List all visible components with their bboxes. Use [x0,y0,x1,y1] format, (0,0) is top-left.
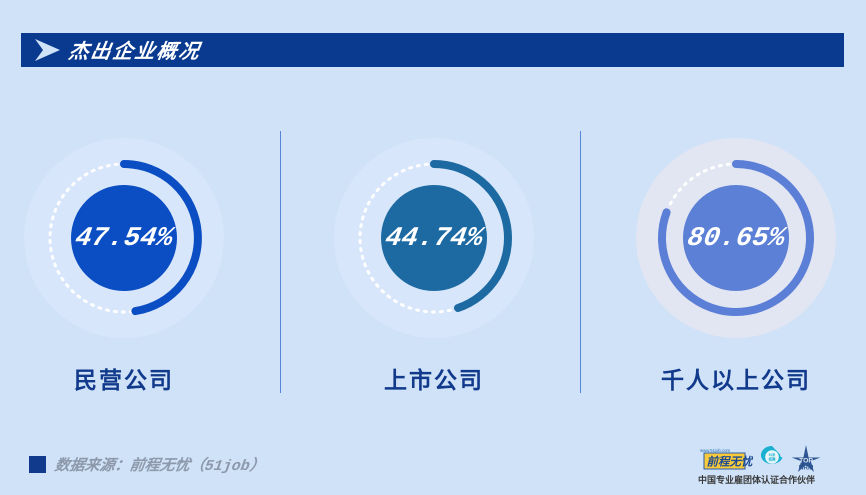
svg-text:TOP: TOP [799,458,813,465]
svg-text:51米: 51米 [769,452,777,457]
svg-text:前程无忧: 前程无忧 [707,456,754,469]
svg-text:招聘: 招聘 [769,457,777,462]
svg-text:www.51job.com: www.51job.com [700,448,731,453]
svg-text:HRM: HRM [799,465,814,472]
